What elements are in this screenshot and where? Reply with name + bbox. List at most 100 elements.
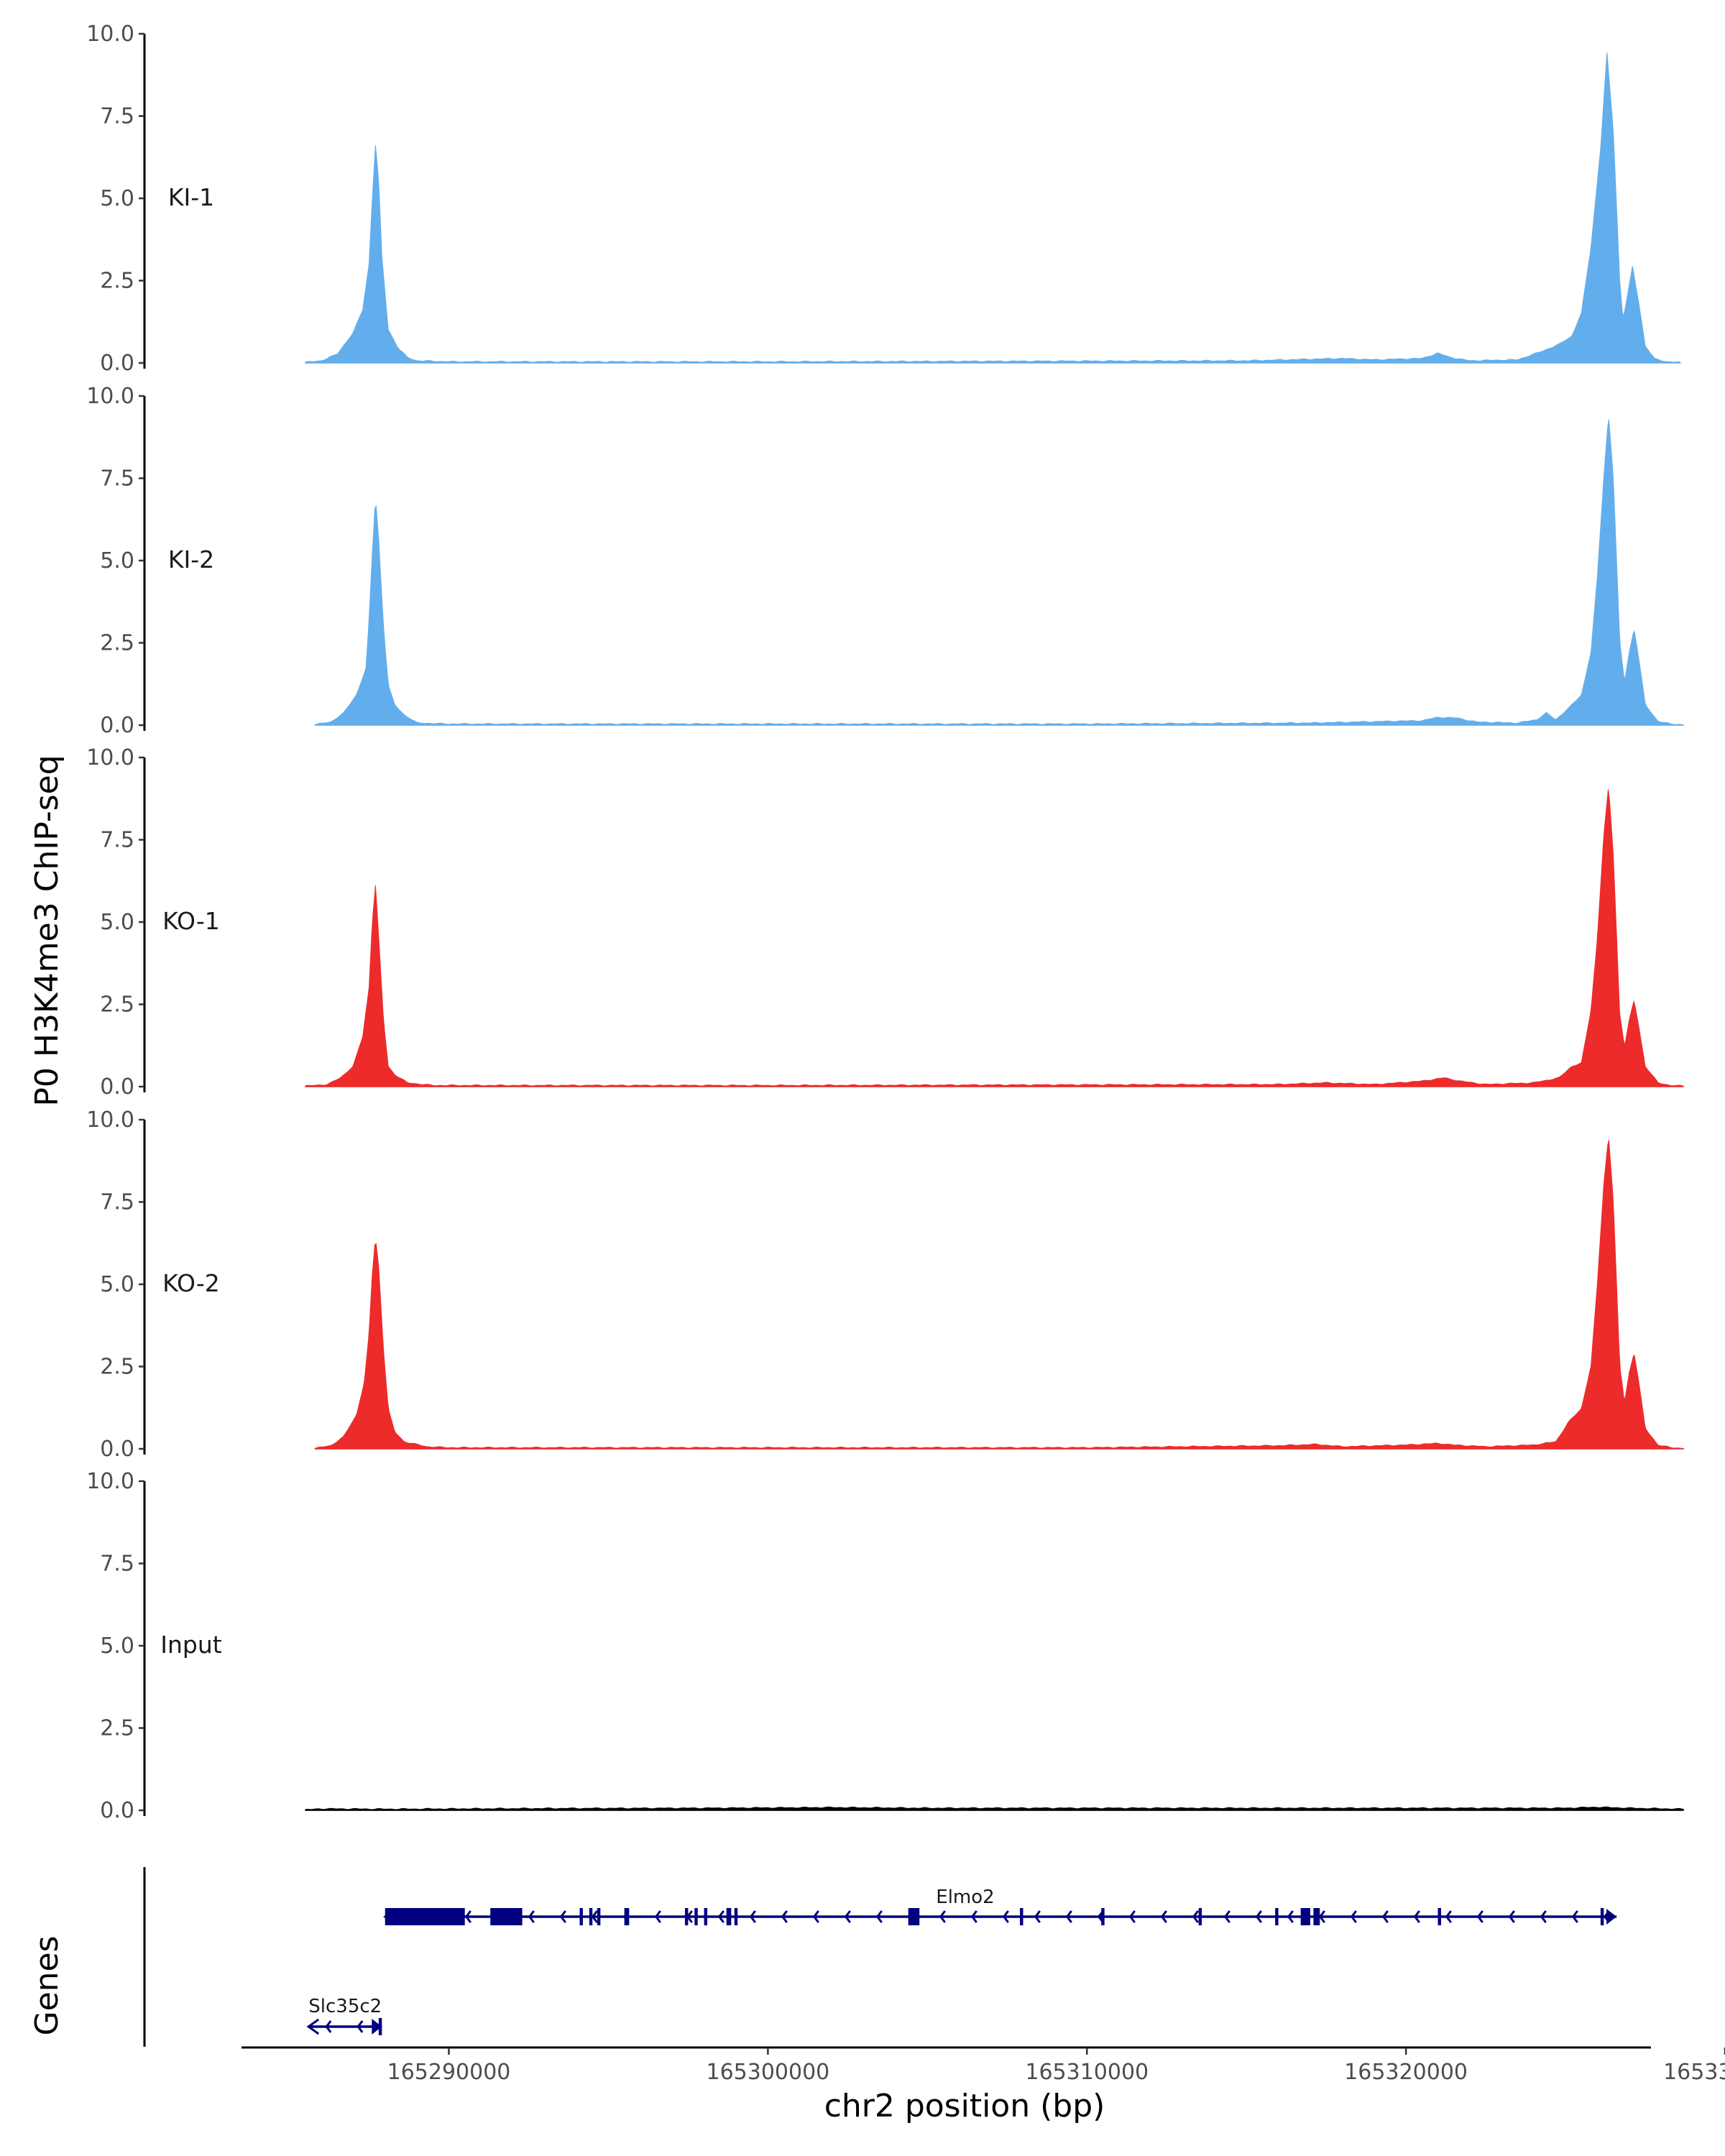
strand-arrow (356, 2020, 364, 2033)
gene-exon (908, 1908, 920, 1925)
strand-arrow (1350, 1910, 1357, 1923)
signal-area-ko-2 (314, 1140, 1685, 1450)
strand-arrow (1413, 1910, 1420, 1923)
gene-exon (378, 2018, 382, 2035)
gene-exon (597, 1908, 601, 1925)
strand-arrow (781, 1910, 788, 1923)
y-tick-label: 0.0 (100, 1798, 134, 1823)
y-axis-title: P0 H3K4me3 ChIP-seq (29, 755, 65, 1106)
y-tick-label: 5.0 (100, 1272, 134, 1297)
track-ko-2: 0.0 2.5 5.0 7.5 10.0 KO-2 (86, 1107, 1685, 1462)
gene-exon (1275, 1908, 1279, 1925)
strand-arrow (1034, 1910, 1041, 1923)
gene-exon (694, 1908, 698, 1925)
y-tick-label: 10.0 (86, 22, 134, 47)
y-tick-label: 2.5 (100, 269, 134, 294)
track-label: Input (160, 1631, 222, 1659)
strand-arrow (939, 1910, 946, 1923)
gene-exon (579, 1908, 583, 1925)
gene-exon (1313, 1908, 1320, 1925)
genes-layer: Elmo2 Slc35c2 (143, 1867, 1617, 2047)
y-tick-label: 10.0 (86, 1469, 134, 1494)
y-tick-label: 2.5 (100, 992, 134, 1018)
strand-arrow (591, 1910, 598, 1923)
gene-exon (684, 1908, 689, 1925)
gene-exon (1101, 1908, 1105, 1925)
strand-arrow (528, 1910, 535, 1923)
gene-label: Slc35c2 (308, 1996, 382, 2017)
gene-exon (624, 1908, 630, 1925)
y-tick-label: 10.0 (86, 745, 134, 770)
gene-exon (734, 1908, 738, 1925)
y-tick-label: 0.0 (100, 1074, 134, 1100)
strand-arrow (812, 1910, 819, 1923)
gene-label: Elmo2 (936, 1886, 994, 1908)
y-tick-label: 5.0 (100, 1634, 134, 1659)
genes-axis-title: Genes (29, 1935, 65, 2035)
x-tick-label: 165320000 (1344, 2060, 1468, 2085)
x-tick-label: 165310000 (1025, 2060, 1149, 2085)
y-tick-label: 0.0 (100, 1437, 134, 1462)
gene-slc35c2: Slc35c2 (306, 1996, 382, 2035)
x-tick-label: 165290000 (387, 2060, 511, 2085)
track-ki-2: 0.0 2.5 5.0 7.5 10.0 KI-2 (86, 384, 1685, 738)
track-ki-1: 0.0 2.5 5.0 7.5 10.0 KI-1 (86, 22, 1681, 376)
strand-arrow (1065, 1910, 1072, 1923)
x-axis: 165290000 165300000 165310000 165320000 1653… (242, 2046, 1725, 2085)
strand-arrow (1445, 1910, 1452, 1923)
y-tick-label: 0.0 (100, 713, 134, 738)
strand-arrow (1287, 1910, 1294, 1923)
y-tick-label: 7.5 (100, 1190, 134, 1215)
y-tick-label: 10.0 (86, 1107, 134, 1133)
signal-area-ko-1 (305, 789, 1684, 1087)
y-tick-label: 5.0 (100, 910, 134, 935)
strand-arrow (1318, 1910, 1325, 1923)
track-label: KO-1 (162, 907, 220, 935)
gene-exon (385, 1908, 465, 1925)
y-tick-label: 2.5 (100, 631, 134, 656)
y-tick-label: 0.0 (100, 351, 134, 376)
strand-arrow (1223, 1910, 1230, 1923)
strand-arrow (1540, 1910, 1547, 1923)
signal-area-input (305, 1806, 1684, 1811)
strand-arrow (1160, 1910, 1167, 1923)
strand-arrow (654, 1910, 661, 1923)
tracks-layer: 0.0 2.5 5.0 7.5 10.0 KI-1 0.0 2.5 5.0 7.5 10.0 KI-2… (86, 22, 1685, 1823)
strand-arrow (749, 1910, 756, 1923)
signal-area-ki-2 (314, 419, 1685, 726)
y-tick-label: 5.0 (100, 186, 134, 211)
gene-exon (1020, 1908, 1024, 1925)
x-tick-label: 165300000 (706, 2060, 829, 2085)
track-label: KI-1 (168, 183, 214, 211)
y-tick-label: 5.0 (100, 548, 134, 573)
strand-arrow (1255, 1910, 1262, 1923)
gene-end-arrow (1606, 1909, 1617, 1925)
strand-arrow (1002, 1910, 1009, 1923)
strand-arrow (1381, 1910, 1389, 1923)
strand-arrow (844, 1910, 851, 1923)
y-tick-label: 7.5 (100, 828, 134, 853)
strand-arrow (1571, 1910, 1578, 1923)
track-label: KO-2 (162, 1269, 220, 1297)
strand-arrow (875, 1910, 883, 1923)
strand-arrow (717, 1910, 724, 1923)
y-tick-label: 2.5 (100, 1716, 134, 1741)
signal-area-ki-1 (305, 52, 1681, 364)
gene-exon (589, 1908, 593, 1925)
y-tick-label: 7.5 (100, 466, 134, 492)
strand-arrow (1476, 1910, 1484, 1923)
strand-arrow (1508, 1910, 1515, 1923)
y-tick-label: 7.5 (100, 104, 134, 129)
gene-exon (1300, 1908, 1310, 1925)
track-ko-1: 0.0 2.5 5.0 7.5 10.0 KO-1 (86, 745, 1684, 1100)
gene-exon (1198, 1908, 1202, 1925)
gene-exon (704, 1908, 708, 1925)
gene-exon (1438, 1908, 1441, 1925)
x-tick-label: 165330000 (1663, 2060, 1725, 2085)
gene-exon (726, 1908, 732, 1925)
strand-arrow (464, 1910, 472, 1923)
strand-arrow (559, 1910, 566, 1923)
track-label: KI-2 (168, 545, 214, 573)
strand-arrow (1128, 1910, 1136, 1923)
